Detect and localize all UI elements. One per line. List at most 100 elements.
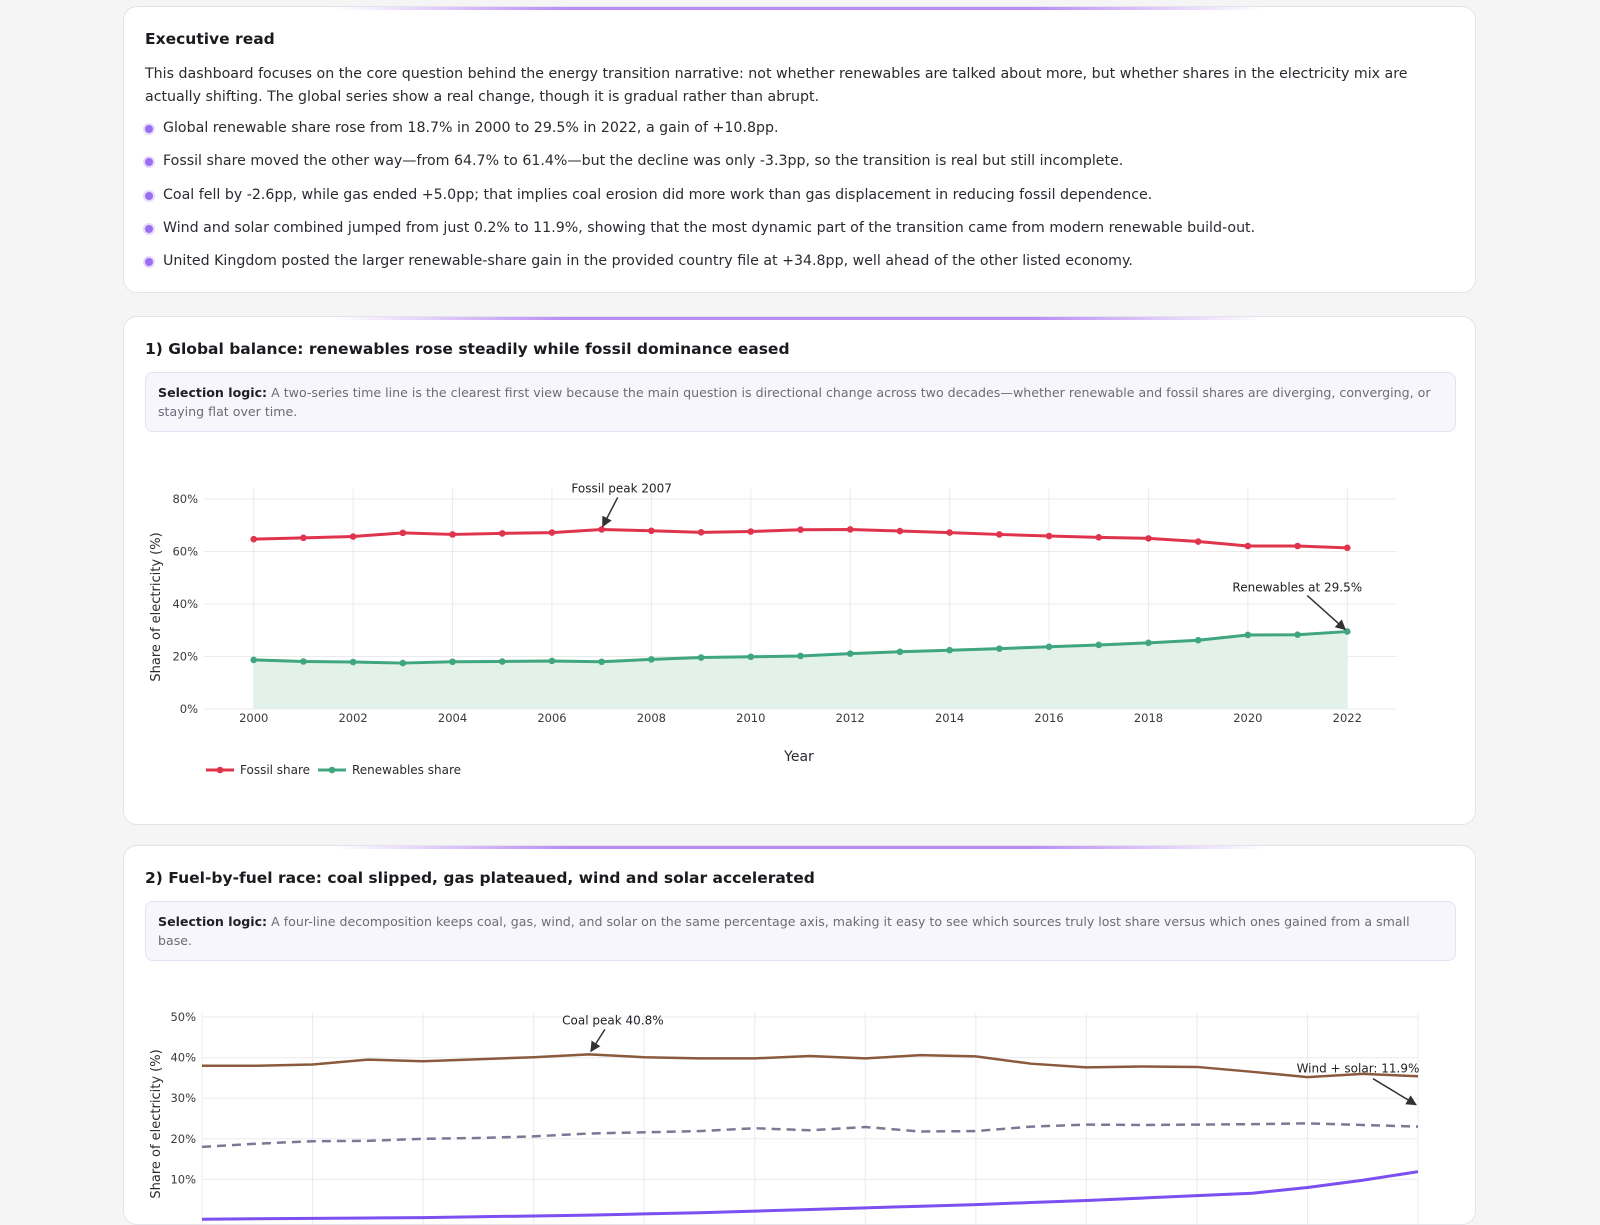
- renewables-share-point: [498, 658, 506, 665]
- fossil-share-point: [399, 529, 407, 537]
- fossil-share-point: [996, 531, 1003, 538]
- renewables-share-point: [846, 650, 854, 657]
- annotation-wind-solar: Wind + solar: 11.9%: [1297, 1062, 1420, 1076]
- renewables-share-point: [250, 656, 258, 664]
- bullet-dot-icon: [145, 125, 153, 133]
- x-tick-label: 2018: [1134, 711, 1163, 725]
- list-item: United Kingdom posted the larger renewab…: [145, 250, 1445, 283]
- list-item: Global renewable share rose from 18.7% i…: [145, 117, 1445, 150]
- fossil-share-point: [1194, 538, 1202, 545]
- x-tick-label: 2000: [239, 711, 268, 725]
- annotation-arrow: [590, 1028, 606, 1053]
- x-tick-label: 2016: [1034, 711, 1063, 725]
- bullet-text: Fossil share moved the other way—from 64…: [163, 153, 1124, 170]
- fossil-share-point: [697, 529, 705, 536]
- x-tick-label: 2020: [1233, 711, 1262, 725]
- section1-selection-logic: Selection logic: A two-series time line …: [145, 372, 1456, 432]
- x-tick-label: 2008: [637, 711, 666, 725]
- fossil-share-point: [449, 531, 456, 538]
- renewables-share-point: [648, 656, 655, 663]
- y-tick-label: 0%: [180, 702, 198, 716]
- section2-title: 2) Fuel-by-fuel race: coal slipped, gas …: [145, 869, 815, 887]
- fossil-share-point: [1095, 534, 1103, 541]
- renewables-share-point: [1194, 636, 1202, 644]
- fossil-share-point: [1045, 532, 1053, 540]
- executive-bullets: Global renewable share rose from 18.7% i…: [145, 117, 1445, 283]
- fossil-share-point: [498, 530, 506, 537]
- selection-logic-text: A two-series time line is the clearest f…: [158, 385, 1431, 419]
- y-tick-label: 40%: [172, 597, 198, 611]
- x-tick-label: 2014: [935, 711, 964, 725]
- global-balance-chart: 2000 2002 2004 2006 2008 2010 2012 2014 2016 2018…: [149, 481, 1397, 777]
- x-tick-label: 2012: [836, 711, 865, 725]
- section2-selection-logic: Selection logic: A four-line decompositi…: [145, 901, 1456, 961]
- fossil-share-point: [896, 527, 904, 535]
- renewables-share-point: [548, 657, 556, 665]
- bullet-dot-icon: [145, 191, 153, 200]
- y-tick-label: 10%: [170, 1172, 196, 1186]
- gas-share-line: [201, 1122, 1419, 1149]
- fossil-share-point: [846, 526, 854, 533]
- renewables-area: [253, 631, 1348, 709]
- section1-title: 1) Global balance: renewables rose stead…: [145, 340, 790, 358]
- x-axis-title: Year: [783, 749, 814, 765]
- fossil-share-point: [1244, 542, 1252, 550]
- annotation-renewables: Renewables at 29.5%: [1232, 581, 1362, 595]
- x-tick-label: 2004: [438, 711, 467, 725]
- fossil-share-point: [250, 535, 258, 543]
- fossil-share-point: [1145, 535, 1152, 542]
- y-tick-label: 20%: [172, 650, 198, 664]
- renewables-share-point: [996, 645, 1003, 652]
- legend-renewables-marker: [328, 766, 336, 774]
- list-item: Coal fell by -2.6pp, while gas ended +5.…: [145, 184, 1445, 217]
- annotation-arrow: [602, 497, 619, 528]
- renewables-share-point: [1095, 641, 1103, 649]
- executive-card: Executive read This dashboard focuses on…: [123, 6, 1476, 293]
- renewables-share-point: [697, 654, 705, 661]
- executive-paragraph: This dashboard focuses on the core quest…: [145, 66, 1408, 105]
- y-tick-label: 30%: [170, 1091, 196, 1105]
- renewables-share-point: [896, 648, 904, 656]
- selection-logic-text: A four-line decomposition keeps coal, ga…: [158, 914, 1410, 948]
- bullet-text: Global renewable share rose from 18.7% i…: [163, 120, 779, 136]
- fossil-share-point: [349, 533, 357, 540]
- renewables-share-point: [1244, 631, 1252, 639]
- renewables-share-point: [1045, 643, 1053, 651]
- coal-share-line: [202, 1053, 1419, 1079]
- annotation-coal-peak: Coal peak 40.8%: [562, 1013, 663, 1027]
- bullet-text: Wind and solar combined jumped from just…: [163, 219, 1256, 236]
- fossil-share-point: [797, 526, 804, 534]
- bullet-dot-icon: [145, 224, 153, 233]
- fossil-share-point: [1294, 542, 1301, 550]
- renewables-share-point: [598, 658, 605, 666]
- renewables-share-point: [946, 646, 953, 654]
- renewables-share-point: [1294, 631, 1301, 639]
- list-item: Wind and solar combined jumped from just…: [145, 217, 1445, 250]
- fossil-share-point: [300, 534, 307, 542]
- fuel-race-card: 2) Fuel-by-fuel race: coal slipped, gas …: [123, 845, 1476, 1225]
- fossil-share-point: [548, 529, 556, 536]
- y-tick-label: 40%: [170, 1051, 196, 1065]
- bullet-text: Coal fell by -2.6pp, while gas ended +5.…: [163, 186, 1153, 203]
- selection-logic-label: Selection logic:: [158, 385, 268, 400]
- y-axis-title: Share of electricity (%): [149, 532, 164, 681]
- renewables-share-point: [349, 658, 357, 666]
- fossil-share-point: [1343, 544, 1351, 552]
- fossil-share-point: [946, 529, 953, 536]
- renewables-share-point: [747, 653, 755, 661]
- y-tick-label: 60%: [172, 545, 198, 559]
- wind-solar-share-line: [201, 1170, 1419, 1221]
- x-tick-label: 2006: [537, 711, 566, 725]
- legend-renewables-label: Renewables share: [352, 763, 461, 777]
- x-tick-label: 2022: [1333, 711, 1362, 725]
- annotation-arrow: [1372, 1078, 1417, 1106]
- bullet-dot-icon: [145, 158, 153, 167]
- renewables-share-point: [797, 652, 804, 660]
- y-tick-label: 80%: [172, 492, 198, 506]
- fossil-share-point: [747, 528, 755, 535]
- annotation-arrow: [1306, 595, 1347, 631]
- bullet-dot-icon: [145, 258, 153, 267]
- renewables-share-point: [399, 659, 407, 667]
- y-tick-label: 50%: [170, 1010, 196, 1024]
- renewables-share-point: [1145, 639, 1152, 647]
